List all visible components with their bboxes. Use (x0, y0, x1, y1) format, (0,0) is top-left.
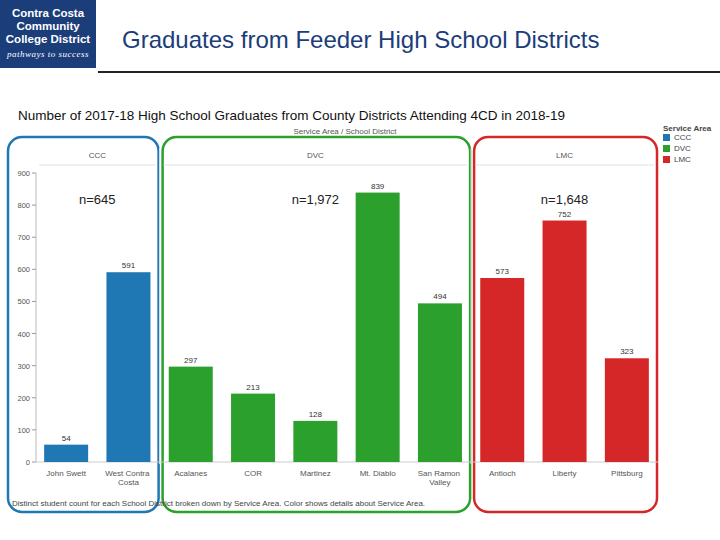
panel-header: CCC (89, 151, 107, 160)
logo-line: Contra Costa (0, 7, 96, 20)
data-label: 297 (184, 356, 198, 365)
category-label: San Ramon Valley (418, 469, 462, 487)
panel-separator (471, 148, 472, 464)
category-label-line: COR (244, 469, 262, 478)
category-label-line: West Contra (105, 469, 152, 478)
data-label: 591 (122, 261, 136, 270)
panel-header-rule (164, 165, 468, 166)
y-tick (32, 173, 36, 174)
data-label: 839 (371, 182, 385, 191)
y-tick-label: 200 (17, 394, 30, 403)
y-axis-line (36, 173, 37, 462)
category-label: Martinez (300, 469, 331, 478)
y-tick (32, 269, 36, 270)
panel-separator (159, 148, 160, 464)
category-label: John Swett (46, 469, 86, 478)
logo: Contra CostaCommunityCollege District pat… (0, 0, 96, 68)
caption: Distinct student count for each School D… (12, 499, 425, 508)
y-tick-label: 500 (17, 297, 30, 306)
n-annotation: n=645 (79, 192, 116, 207)
y-tick-label: 900 (17, 169, 30, 178)
category-label: Acalanes (174, 469, 207, 478)
logo-tagline: pathways to success (0, 49, 96, 59)
y-tick-label: 800 (17, 201, 30, 210)
group-outline (8, 137, 159, 512)
panel-header: LMC (556, 151, 573, 160)
category-label-line: Valley (429, 478, 450, 487)
legend-swatch (663, 134, 670, 141)
legend-label: LMC (674, 155, 691, 164)
bar (418, 303, 462, 462)
group-outline (474, 137, 657, 512)
category-label-line: Martinez (300, 469, 331, 478)
panel-header-rule (39, 165, 156, 166)
bar (169, 367, 213, 462)
legend-swatch (663, 156, 670, 163)
bar (293, 421, 337, 462)
bar (605, 358, 649, 462)
category-label: Mt. Diablo (360, 469, 397, 478)
header-rule (98, 71, 720, 73)
chart: Graduates from Feeder High School Distri… (0, 0, 720, 540)
panel-header-rule (475, 165, 654, 166)
data-label: 323 (620, 347, 634, 356)
bar (543, 221, 587, 462)
category-label-line: San Ramon (418, 469, 462, 478)
y-tick-label: 300 (17, 362, 30, 371)
bar (44, 445, 88, 462)
category-label: Pittsburg (611, 469, 643, 478)
y-tick-label: 400 (17, 330, 30, 339)
data-label: 213 (246, 383, 260, 392)
category-label-line: Mt. Diablo (360, 469, 397, 478)
y-tick (32, 205, 36, 206)
category-label-line: Pittsburg (611, 469, 643, 478)
category-label-line: Antioch (489, 469, 516, 478)
category-label: COR (244, 469, 262, 478)
category-label-line: Acalanes (174, 469, 207, 478)
data-label: 573 (496, 267, 510, 276)
category-label-line: Liberty (553, 469, 577, 478)
y-tick (32, 333, 36, 334)
group-outline (163, 137, 471, 512)
x-label: Service Area / School District (293, 127, 397, 136)
legend-label: DVC (674, 144, 691, 153)
bar (480, 278, 524, 462)
title: Graduates from Feeder High School Distri… (122, 26, 600, 53)
legend-label: CCC (674, 133, 692, 142)
category-label: Liberty (553, 469, 577, 478)
y-tick (32, 429, 36, 430)
logo-line: College District (0, 33, 96, 46)
y-tick-label: 700 (17, 233, 30, 242)
y-tick (32, 301, 36, 302)
y-tick-label: 600 (17, 265, 30, 274)
y-tick (32, 397, 36, 398)
n-annotation: n=1,648 (541, 192, 588, 207)
category-label-line: Costa (118, 478, 139, 487)
bar (231, 394, 275, 462)
legend-title: Service Area (663, 124, 712, 133)
panel-header: DVC (307, 151, 324, 160)
subtitle: Number of 2017-18 High School Graduates … (18, 108, 565, 123)
n-annotation: n=1,972 (292, 192, 339, 207)
y-tick-label: 0 (26, 458, 30, 467)
y-tick (32, 365, 36, 366)
category-label: West Contra Costa (105, 469, 152, 487)
category-label: Antioch (489, 469, 516, 478)
data-label: 54 (62, 434, 71, 443)
data-label: 494 (433, 292, 447, 301)
y-tick-label: 100 (17, 426, 30, 435)
y-tick (32, 462, 36, 463)
y-tick (32, 237, 36, 238)
bars (44, 193, 649, 462)
legend-swatch (663, 145, 670, 152)
data-label: 752 (558, 210, 572, 219)
bar (106, 272, 150, 462)
category-label-line: John Swett (46, 469, 86, 478)
bar (356, 193, 400, 462)
logo-line: Community (0, 20, 96, 33)
data-label: 128 (309, 410, 323, 419)
